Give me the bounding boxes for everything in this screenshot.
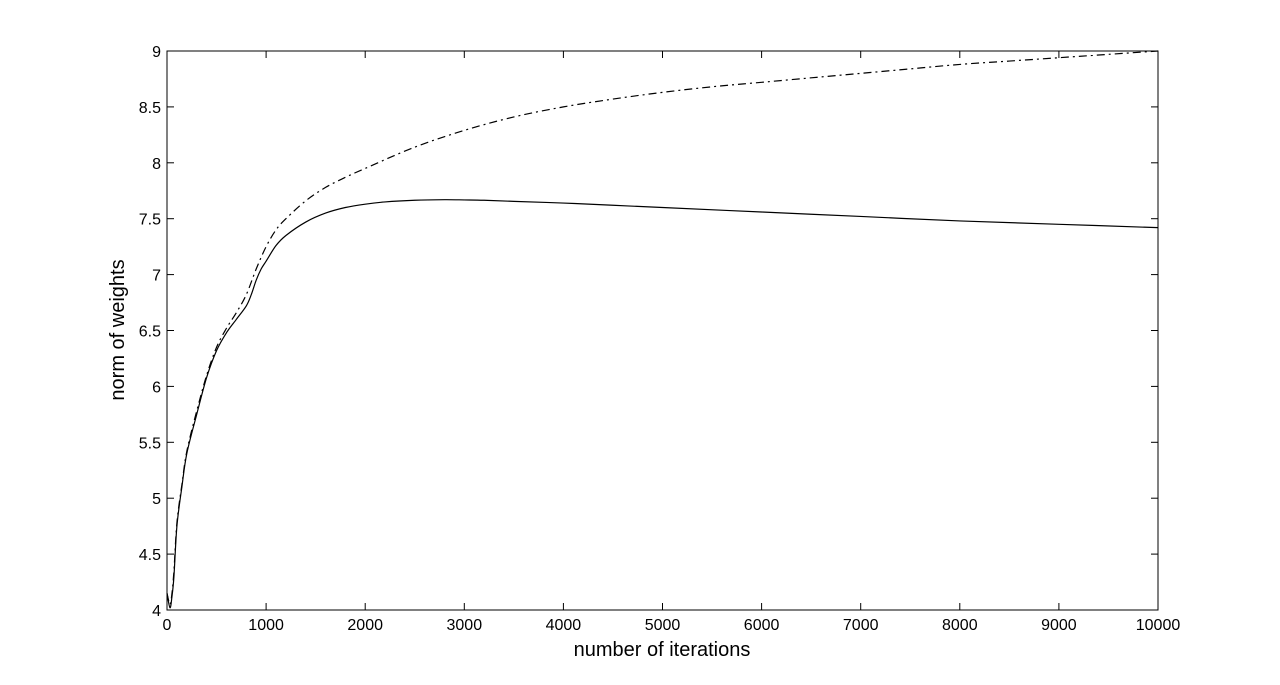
y-tick-label: 8: [152, 156, 161, 173]
x-tick-label: 6000: [744, 617, 780, 634]
series-line-2-dash-dot: [166, 50, 1159, 606]
x-tick-label: 4000: [546, 617, 582, 634]
x-tick-label: 5000: [645, 617, 681, 634]
x-tick-label: 0: [163, 617, 172, 634]
y-tick-label: 4.5: [139, 547, 161, 564]
x-axis-label: number of iterations: [574, 639, 751, 661]
y-tick-label: 8.5: [139, 100, 161, 117]
x-axis-ticks: 0 1000 2000 3000 4000 5000 6000 7000 8000 9000 100…: [163, 51, 1181, 634]
y-axis-ticks: 4 4.5 5 5.5 6 6.5 7 7.5 8 8.5 9: [139, 44, 1158, 620]
y-tick-label: 6: [152, 379, 161, 396]
y-axis-label: norm of weights: [107, 259, 129, 400]
y-tick-label: 6.5: [139, 324, 161, 341]
series-line-1-solid: [166, 199, 1159, 609]
y-tick-label: 4: [152, 603, 161, 620]
x-tick-label: 8000: [942, 617, 978, 634]
x-tick-label: 2000: [347, 617, 383, 634]
y-tick-label: 7.5: [139, 212, 161, 229]
y-tick-label: 9: [152, 44, 161, 61]
y-tick-label: 5: [152, 491, 161, 508]
y-tick-label: 7: [152, 268, 161, 285]
x-tick-label: 9000: [1041, 617, 1077, 634]
series-group: [166, 50, 1159, 609]
plot-area-border: [166, 50, 1159, 611]
x-tick-label: 1000: [248, 617, 284, 634]
x-tick-label: 3000: [447, 617, 483, 634]
axes-frame: [166, 50, 1159, 611]
y-tick-label: 5.5: [139, 435, 161, 452]
x-tick-label: 7000: [843, 617, 879, 634]
x-tick-label: 10000: [1136, 617, 1181, 634]
